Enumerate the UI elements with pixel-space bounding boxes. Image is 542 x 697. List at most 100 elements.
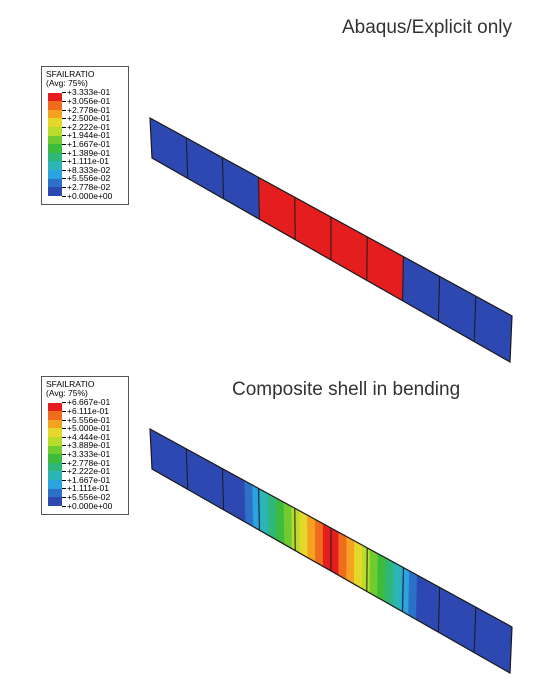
legend-value: +1.944e-01 (67, 130, 111, 141)
plate-outline (149, 116, 513, 364)
legend-tick (62, 195, 66, 197)
legend-row: +2.778e-02 (46, 181, 124, 196)
legend-value: +5.556e-02 (67, 491, 111, 502)
legend-swatch (48, 144, 62, 153)
top-plot-title: Abaqus/Explicit only (341, 17, 512, 38)
legend-tick (62, 471, 66, 473)
legend-row: +3.056e-01 (46, 96, 124, 110)
legend-row: +5.556e-02 (46, 491, 124, 506)
legend-value: +3.333e-01 (67, 448, 111, 459)
legend-swatch (48, 488, 62, 498)
legend-value: +0.000e+00 (67, 500, 113, 511)
legend-row: +1.944e-01 (46, 130, 124, 145)
legend-swatch (48, 428, 62, 438)
legend-tick (62, 505, 66, 507)
legend-tick (62, 101, 66, 102)
legend-value: +0.000e+00 (67, 190, 113, 201)
legend-swatch (48, 161, 62, 171)
legend-row: +2.778e-01 (46, 457, 124, 472)
legend-value: +2.778e-02 (67, 181, 111, 192)
element-edge (437, 587, 441, 633)
legend-top: SFAILRATIO (Avg: 75%) +3.333e-01 +3.056e-… (41, 66, 129, 206)
legend-scale: +6.667e-01 +6.111e-01 +5.556e-01 +5.000e-01… (46, 398, 124, 510)
plate-outline (149, 427, 513, 675)
legend-tick (62, 135, 66, 137)
legend-scale: +3.333e-01 +3.056e-01 +2.778e-01 +2.500e-01… (46, 88, 124, 200)
legend-swatch (48, 419, 62, 429)
legend-swatch (48, 127, 62, 136)
legend-swatch (48, 170, 62, 179)
legend-swatch (48, 411, 62, 420)
legend-tick (62, 488, 66, 490)
contour-band (149, 428, 239, 519)
legend-row: +0.000e+00 (46, 190, 124, 201)
legend-value: +6.667e-01 (67, 397, 111, 408)
legend-bottom: SFAILRATIO (Avg: 75%) +6.667e-01 +6.111e-… (41, 376, 129, 516)
legend-swatch (48, 135, 62, 145)
legend-tick (62, 169, 66, 171)
element-edge (221, 468, 225, 510)
legend-tick (62, 453, 66, 455)
legend-value: +2.500e-01 (67, 113, 111, 124)
legend-row: +1.111e-01 (46, 156, 124, 171)
element-edge (473, 607, 477, 653)
legend-tick (62, 92, 66, 94)
legend-tick (62, 411, 66, 412)
element-edge (402, 256, 404, 301)
legend-swatch (48, 454, 62, 463)
legend-averaging-label: (Avg: 75%) (46, 388, 88, 399)
legend-value: +2.222e-01 (67, 121, 111, 132)
legend-swatch (48, 118, 62, 128)
legend-row: +8.333e-02 (46, 164, 124, 179)
legend-swatch (48, 152, 62, 162)
legend-tick (62, 479, 66, 481)
legend-row: +2.778e-01 (46, 105, 124, 119)
legend-tick (62, 445, 66, 447)
legend-tick (62, 462, 66, 464)
legend-tick (62, 402, 66, 404)
legend-tick (62, 126, 66, 128)
legend-value: +5.556e-01 (67, 414, 111, 425)
legend-row: +3.333e-01 (46, 448, 124, 463)
element-edge (185, 448, 189, 490)
contour-band (338, 531, 348, 581)
legend-row: +1.389e-01 (46, 148, 124, 162)
legend-value: +1.667e-01 (67, 138, 111, 149)
legend-tick (62, 436, 66, 438)
legend-tick (62, 118, 66, 120)
legend-row: +1.111e-01 (46, 484, 124, 498)
legend-tick (62, 178, 66, 180)
element-edge (402, 567, 404, 612)
legend-value: +6.111e-01 (67, 406, 109, 416)
legend-row: +0.000e+00 (46, 500, 124, 511)
element-edge (221, 157, 225, 199)
legend-tick (62, 161, 66, 163)
legend-row: +4.444e-01 (46, 431, 124, 446)
legend-row: +3.333e-01 (46, 87, 124, 102)
legend-row: +5.556e-01 (46, 414, 124, 429)
legend-tick (62, 186, 66, 188)
element-edge (437, 276, 441, 322)
legend-row: +2.500e-01 (46, 113, 124, 128)
contour-band (299, 510, 309, 559)
legend-row: +1.667e-01 (46, 138, 124, 153)
legend-value: +2.778e-01 (67, 457, 111, 468)
legend-value: +3.333e-01 (67, 87, 111, 98)
legend-swatch (48, 101, 62, 110)
legend-value: +4.444e-01 (67, 431, 111, 442)
legend-tick (62, 152, 66, 154)
contour-band (314, 518, 325, 568)
legend-value: +3.889e-01 (67, 440, 111, 451)
legend-row: +2.222e-01 (46, 121, 124, 136)
legend-value: +8.333e-02 (67, 164, 111, 175)
legend-value: +5.556e-02 (67, 173, 111, 184)
legend-value: +1.667e-01 (67, 474, 111, 485)
legend-row: +5.000e-01 (46, 423, 124, 438)
legend-value: +5.000e-01 (67, 423, 111, 434)
legend-row: +1.667e-01 (46, 474, 124, 489)
legend-swatch (48, 437, 62, 446)
contour-band (322, 523, 333, 572)
legend-row: +2.222e-01 (46, 466, 124, 481)
